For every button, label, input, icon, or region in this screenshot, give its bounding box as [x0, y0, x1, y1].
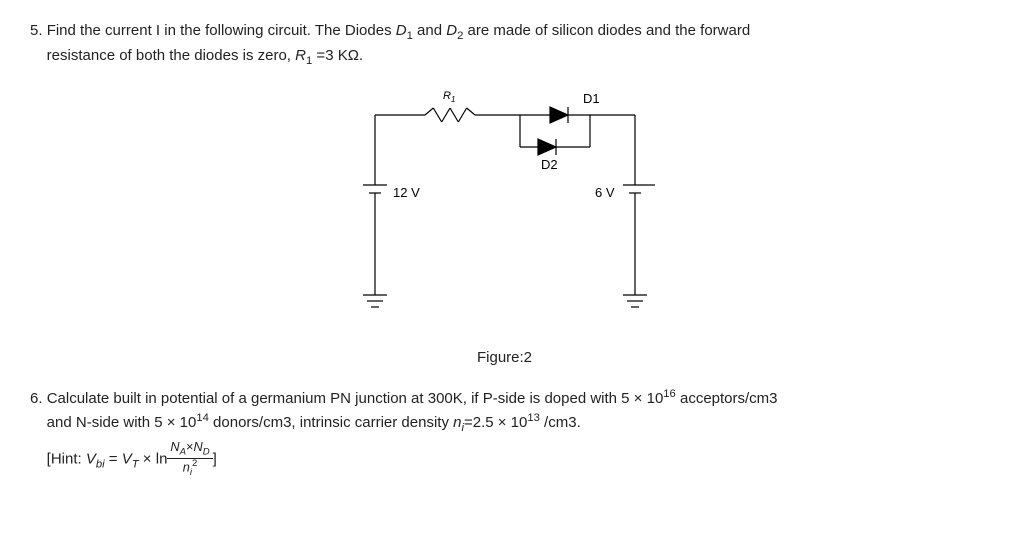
frac-nd-sub: D — [203, 447, 210, 458]
svg-text:D1: D1 — [583, 91, 600, 106]
question-6: 6. Calculate built in potential of a ger… — [30, 386, 979, 479]
q6-line1a: Calculate built in potential of a german… — [47, 390, 621, 407]
q5-d1: D — [396, 22, 407, 39]
q5-line1a: Find the current I in the following circ… — [47, 22, 396, 39]
svg-text:D2: D2 — [541, 157, 558, 172]
q5-r1: R — [295, 47, 306, 64]
q5-line1c: are made of silicon diodes and the forwa… — [463, 22, 750, 39]
svg-text:R1: R1 — [443, 90, 455, 104]
hint-vbisub: bi — [96, 459, 105, 471]
q5-line2b: =3 KΩ. — [312, 47, 363, 64]
q6-line2d: /cm3. — [540, 414, 581, 431]
q6-line2c: =2.5 × 10 — [464, 414, 527, 431]
q6-line2b: donors/cm3, intrinsic carrier density — [209, 414, 453, 431]
q6-dop2a: 5 × 10 — [154, 414, 196, 431]
frac-na: N — [170, 439, 179, 454]
q5-line1b: and — [413, 22, 446, 39]
frac-ni-sup: 2 — [192, 458, 197, 469]
hint-eq: = — [105, 451, 122, 468]
q5-line2a: resistance of both the diodes is zero, — [47, 47, 295, 64]
hint-fraction: NA×NDni2 — [167, 440, 212, 477]
circuit-diagram: 12 V R1 D1 D2 6 V — [325, 85, 685, 335]
q6-dop1a: 5 × 10 — [621, 390, 663, 407]
question-5: 5. Find the current I in the following c… — [30, 20, 979, 366]
q5-d2: D — [446, 22, 457, 39]
hint-vtsub: T — [132, 459, 139, 471]
q5-figure: 12 V R1 D1 D2 6 V Figure:2 — [30, 85, 979, 366]
figure-caption: Figure:2 — [30, 349, 979, 366]
frac-ni: n — [183, 459, 190, 474]
q6-text: 6. Calculate built in potential of a ger… — [30, 386, 979, 479]
q6-nisup: 13 — [527, 412, 540, 424]
q5-number: 5. — [30, 22, 43, 39]
hint-close: ] — [213, 451, 217, 468]
q6-line2a: and N-side with — [47, 414, 155, 431]
q6-number: 6. — [30, 390, 43, 407]
hint-timesln: × ln — [139, 451, 168, 468]
q6-dop2sup: 14 — [196, 412, 209, 424]
hint-vbi: V — [86, 451, 96, 468]
hint-vt: V — [122, 451, 132, 468]
svg-text:6 V: 6 V — [595, 185, 615, 200]
q6-line1b: acceptors/cm3 — [676, 390, 778, 407]
frac-nd: N — [193, 439, 202, 454]
hint-open: [Hint: — [47, 451, 86, 468]
q6-dop1sup: 16 — [663, 388, 676, 400]
q6-hint: [Hint: Vbi = VT × lnNA×NDni2] — [30, 441, 979, 478]
q5-text: 5. Find the current I in the following c… — [30, 20, 979, 70]
svg-text:12 V: 12 V — [393, 185, 420, 200]
